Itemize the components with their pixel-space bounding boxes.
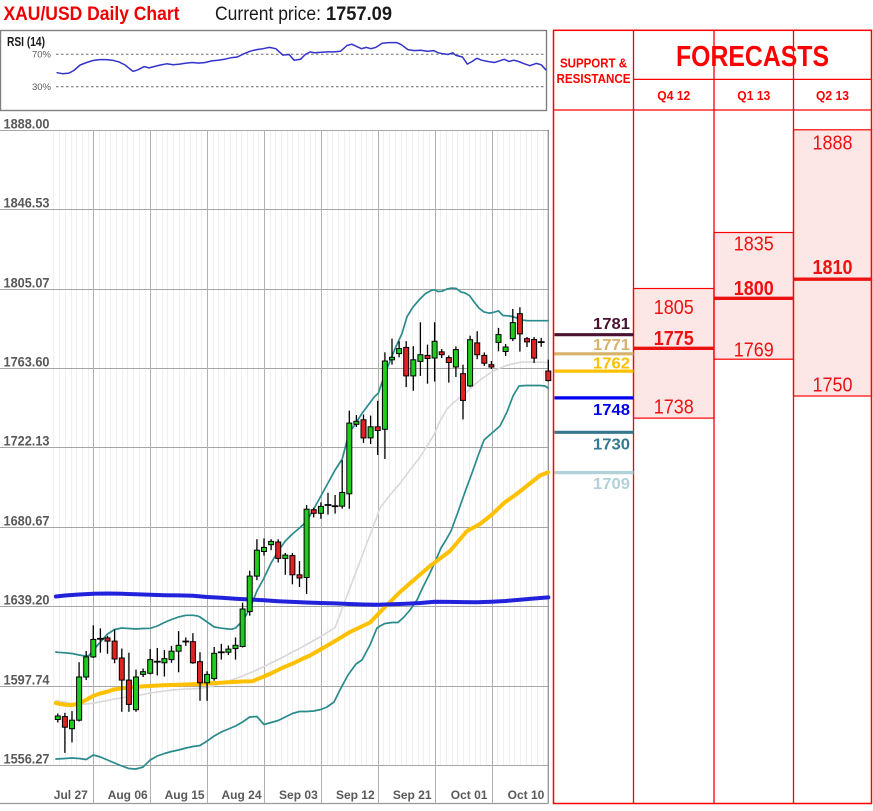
svg-text:1888: 1888 (813, 133, 853, 155)
svg-text:Aug 06: Aug 06 (108, 788, 148, 802)
svg-text:1888.00: 1888.00 (4, 116, 50, 132)
svg-text:Aug 15: Aug 15 (165, 788, 205, 802)
svg-text:1762: 1762 (593, 355, 630, 372)
svg-text:1738: 1738 (654, 396, 694, 418)
svg-text:1846.53: 1846.53 (4, 195, 50, 211)
svg-text:1730: 1730 (593, 437, 630, 454)
svg-text:Oct 10: Oct 10 (508, 788, 545, 802)
svg-text:Aug 24: Aug 24 (221, 788, 261, 802)
svg-text:Sep 12: Sep 12 (336, 788, 375, 802)
svg-text:1680.67: 1680.67 (4, 513, 50, 529)
svg-text:Sep 03: Sep 03 (279, 788, 318, 802)
svg-text:1639.20: 1639.20 (4, 592, 50, 608)
svg-text:XAU/USD Daily Chart: XAU/USD Daily Chart (4, 4, 181, 25)
svg-text:1597.74: 1597.74 (4, 672, 50, 688)
svg-text:Q4 12: Q4 12 (657, 88, 690, 103)
svg-text:1781: 1781 (593, 316, 630, 333)
svg-text:Current price:: Current price: (215, 4, 321, 25)
svg-text:1805: 1805 (654, 297, 694, 319)
svg-text:Q2 13: Q2 13 (816, 88, 849, 103)
svg-text:Oct 01: Oct 01 (451, 788, 488, 802)
svg-text:1556.27: 1556.27 (4, 751, 50, 767)
svg-text:30%: 30% (32, 82, 52, 93)
svg-text:1810: 1810 (813, 257, 853, 279)
svg-text:1769: 1769 (734, 340, 774, 362)
svg-text:70%: 70% (32, 50, 52, 61)
svg-text:1775: 1775 (654, 328, 694, 350)
svg-text:Q1 13: Q1 13 (737, 88, 770, 103)
svg-text:SUPPORT &: SUPPORT & (560, 57, 627, 71)
svg-text:1763.60: 1763.60 (4, 354, 50, 370)
svg-text:RESISTANCE: RESISTANCE (557, 72, 631, 86)
svg-text:RSI (14): RSI (14) (7, 35, 45, 49)
svg-text:1722.13: 1722.13 (4, 433, 50, 449)
svg-text:Jul 27: Jul 27 (54, 788, 88, 802)
svg-text:1748: 1748 (593, 402, 630, 419)
svg-text:Sep 21: Sep 21 (393, 788, 432, 802)
svg-text:1800: 1800 (734, 278, 774, 300)
svg-text:FORECASTS: FORECASTS (676, 41, 829, 73)
svg-text:1750: 1750 (813, 375, 853, 397)
svg-text:1835: 1835 (734, 234, 774, 256)
svg-text:1771: 1771 (593, 337, 630, 354)
svg-text:1757.09: 1757.09 (326, 4, 392, 25)
svg-text:1805.07: 1805.07 (4, 275, 50, 291)
svg-text:1709: 1709 (593, 476, 630, 493)
